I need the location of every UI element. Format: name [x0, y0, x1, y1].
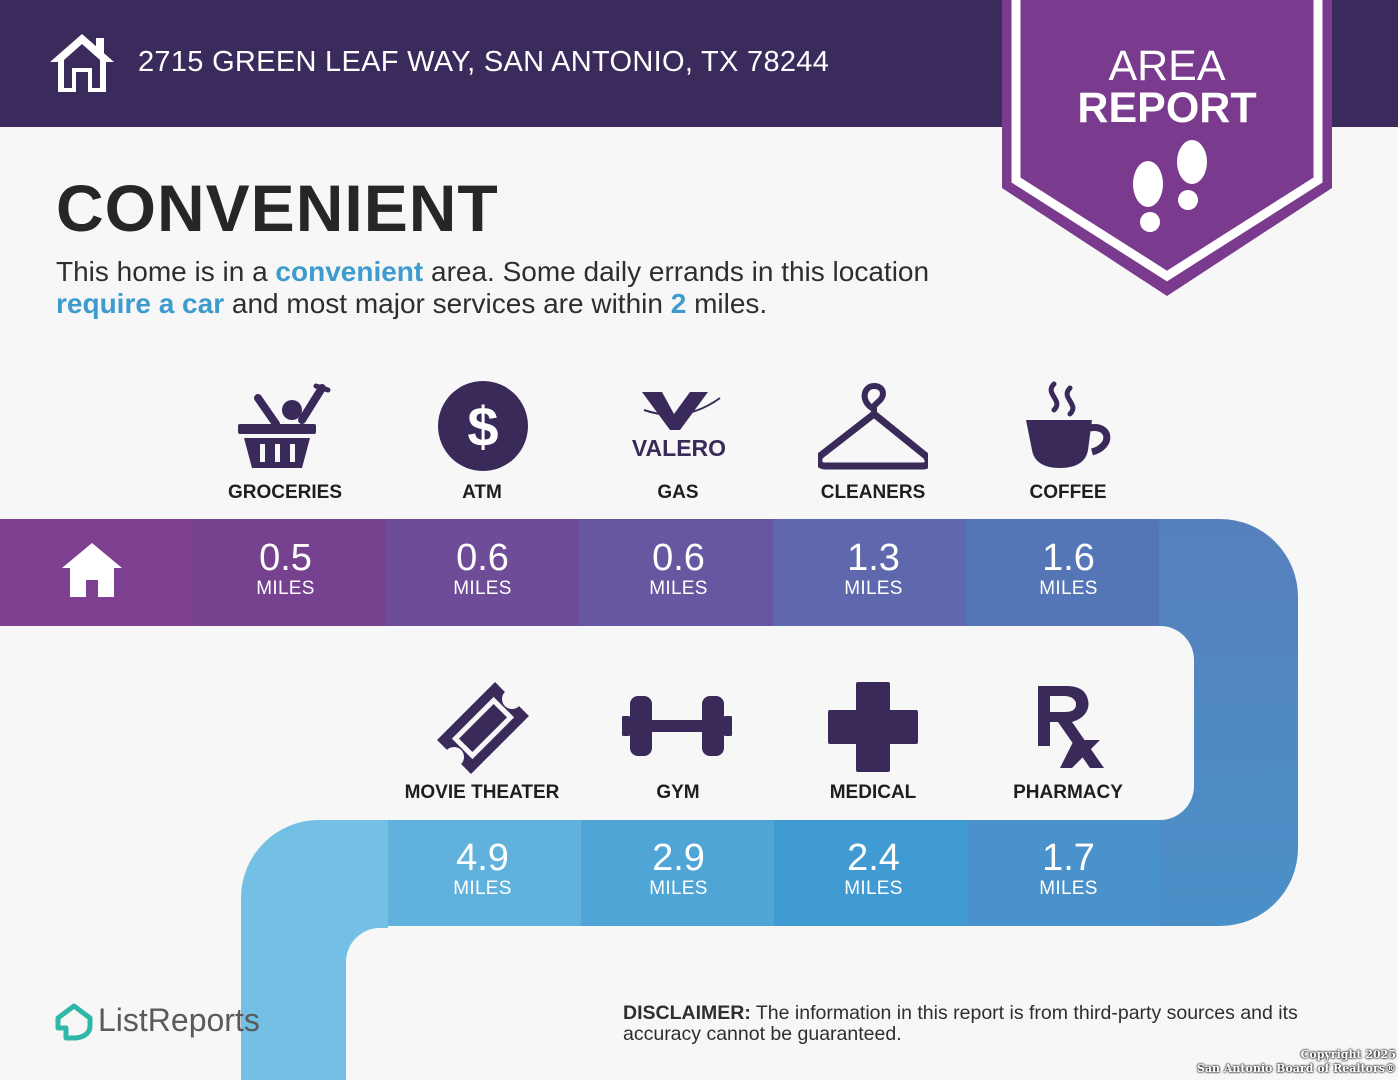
band-home-icon	[62, 543, 122, 597]
medical-cross-icon	[828, 682, 918, 772]
dollar-icon: $	[438, 381, 528, 471]
page-title: CONVENIENT	[56, 171, 499, 245]
distance-cleaners: 1.3 MILES	[844, 537, 903, 599]
listreports-logo-icon	[55, 1003, 93, 1041]
category-label-groceries: GROCERIES	[227, 482, 343, 503]
category-label-coffee: COFFEE	[1029, 482, 1107, 503]
badge-line-2: REPORT	[1077, 84, 1257, 132]
distance-gym: 2.9 MILES	[649, 837, 708, 899]
footsteps-icon	[1133, 140, 1207, 232]
valero-logo-icon: VALERO	[632, 392, 726, 461]
category-label-cleaners: CLEANERS	[820, 482, 926, 503]
distance-atm: 0.6 MILES	[453, 537, 512, 599]
summary-text: This home is in a convenient area. Some …	[56, 256, 930, 319]
hanger-icon	[818, 382, 928, 470]
rx-icon	[1038, 686, 1104, 768]
property-address: 2715 GREEN LEAF WAY, SAN ANTONIO, TX 782…	[138, 46, 830, 78]
category-label-medical: MEDICAL	[829, 782, 917, 803]
category-label-gym: GYM	[656, 782, 700, 803]
category-label-atm: ATM	[462, 482, 502, 503]
category-label-pharmacy: PHARMACY	[1013, 782, 1123, 803]
grocery-basket-icon	[238, 383, 331, 468]
distance-gas: 0.6 MILES	[649, 537, 708, 599]
brand-name: ListReports	[98, 1002, 260, 1038]
distance-coffee: 1.6 MILES	[1039, 537, 1098, 599]
area-report-badge	[1002, 0, 1332, 296]
ticket-icon	[437, 682, 529, 774]
svg-text:$: $	[467, 395, 498, 458]
badge-line-1: AREA	[1108, 42, 1226, 90]
distance-pharmacy: 1.7 MILES	[1039, 837, 1098, 899]
home-icon	[50, 34, 114, 92]
svg-text:VALERO: VALERO	[632, 435, 726, 461]
copyright-watermark: Copyright 2025 San Antonio Board of Realt…	[1196, 1048, 1396, 1075]
category-label-movie-theater: MOVIE THEATER	[404, 782, 560, 803]
coffee-cup-icon	[1026, 381, 1111, 468]
distance-groceries: 0.5 MILES	[256, 537, 315, 599]
disclaimer: DISCLAIMER: The information in this repo…	[623, 1002, 1298, 1045]
category-label-gas: GAS	[657, 482, 699, 503]
distance-medical: 2.4 MILES	[844, 837, 903, 899]
dumbbell-icon	[622, 696, 732, 756]
distance-movie-theater: 4.9 MILES	[453, 837, 512, 899]
